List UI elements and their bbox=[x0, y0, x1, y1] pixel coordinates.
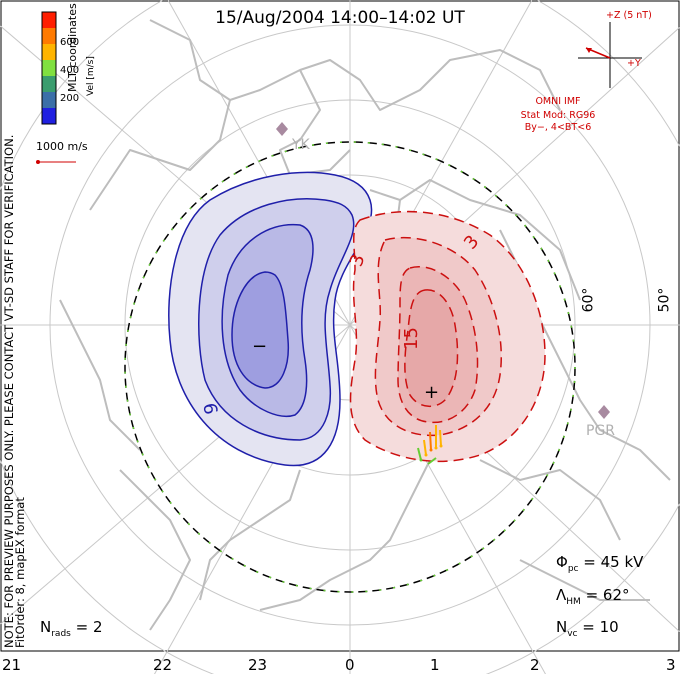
negative-cell-marker: − bbox=[252, 336, 268, 357]
legend-label: Vel [m/s] bbox=[86, 56, 96, 96]
scale-vector bbox=[36, 160, 76, 164]
legend-color-swatch bbox=[42, 76, 56, 93]
imf-y-label: +Y bbox=[627, 58, 641, 69]
preview-note: NOTE: FOR PREVIEW PURPOSES ONLY. PLEASE … bbox=[2, 0, 28, 648]
mlt-tick-22: 22 bbox=[153, 656, 173, 674]
station-label-pgr: PGR bbox=[586, 423, 616, 439]
n-vc-stat: Nvc = 10 bbox=[556, 618, 619, 639]
stat-model: Stat Mod: RG96 bbox=[520, 110, 596, 121]
phi-pc-stat: Φpc = 45 kV bbox=[556, 553, 644, 574]
velocity-vectors bbox=[417, 425, 443, 465]
lambda-hm-stat: ΛHM = 62° bbox=[556, 586, 630, 607]
mlt-tick-1: 1 bbox=[430, 656, 440, 674]
latitude-label-50: 50° bbox=[656, 287, 673, 313]
mlt-tick-21: 21 bbox=[2, 656, 22, 674]
fit-order-text: FitOrder: 8, mapEX format bbox=[13, 497, 27, 648]
negative-convection-cell bbox=[168, 171, 373, 467]
station-pgr-marker bbox=[598, 405, 610, 419]
legend-color-swatch bbox=[42, 28, 56, 45]
contour-label-pos-inner: 15 bbox=[400, 327, 422, 350]
mlt-tick-23: 23 bbox=[248, 656, 268, 674]
mlt-tick-0: 0 bbox=[345, 656, 355, 674]
legend-color-swatch bbox=[42, 44, 56, 61]
station-markers bbox=[276, 122, 610, 419]
legend-color-swatch bbox=[42, 60, 56, 77]
imf-info: OMNI IMF Stat Mod: RG96 By−, 4<BT<6 bbox=[498, 96, 618, 134]
legend-color-swatch bbox=[42, 92, 56, 109]
n-rads-stat: Nrads = 2 bbox=[40, 618, 103, 639]
mlt-tick-3: 3 bbox=[666, 656, 676, 674]
positive-cell-marker: + bbox=[424, 382, 440, 403]
imf-z-label: +Z (5 nT) bbox=[606, 10, 652, 21]
mlt-tick-2: 2 bbox=[530, 656, 540, 674]
station-label-yk: YK bbox=[292, 137, 310, 153]
boundary-vectors bbox=[124, 141, 576, 593]
latitude-label-60: 60° bbox=[580, 287, 597, 313]
station-yk-marker bbox=[276, 122, 288, 136]
map-title: 15/Aug/2004 14:00–14:02 UT bbox=[215, 8, 465, 28]
imf-condition: By−, 4<BT<6 bbox=[524, 122, 592, 133]
legend-tick-600: 600 bbox=[60, 37, 80, 48]
scale-vector-label: 1000 m/s bbox=[36, 140, 88, 153]
positive-convection-cell bbox=[349, 210, 546, 463]
legend-color-swatch bbox=[42, 12, 56, 29]
legend-color-swatch bbox=[42, 108, 56, 125]
map-frame bbox=[0, 0, 680, 652]
imf-clock-dial bbox=[578, 22, 642, 88]
velocity-color-legend bbox=[41, 11, 57, 125]
imf-source: OMNI IMF bbox=[535, 96, 581, 107]
legend-tick-200: 200 bbox=[60, 93, 80, 104]
legend-tick-400: 400 bbox=[60, 65, 80, 76]
